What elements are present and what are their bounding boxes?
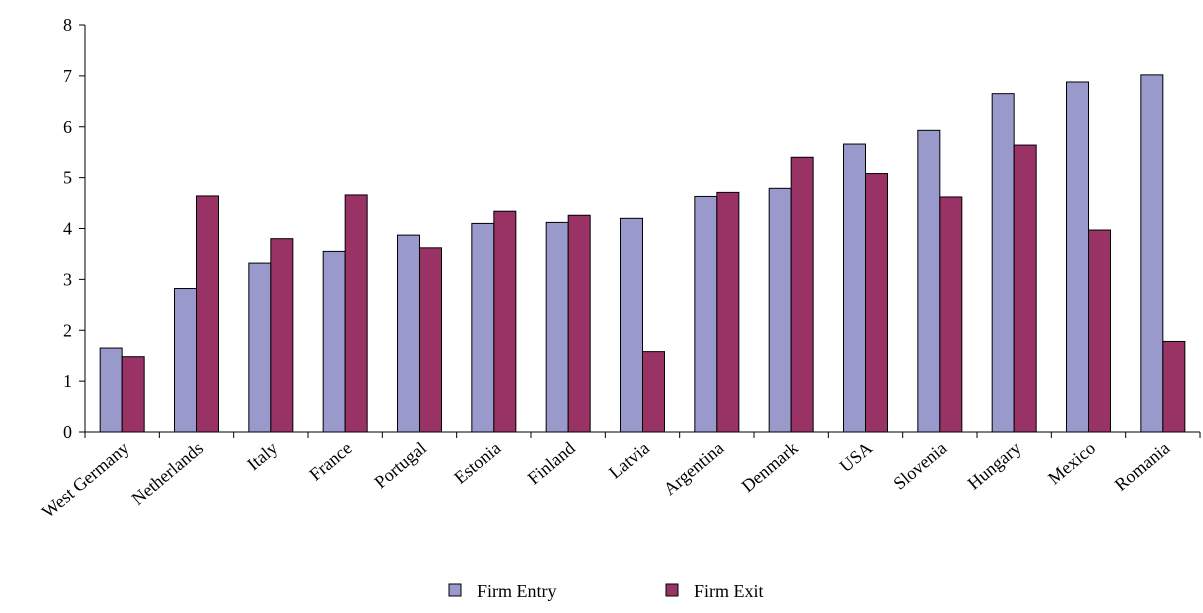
y-tick-label: 4 bbox=[63, 219, 72, 239]
bar-firm-exit-latvia bbox=[642, 351, 665, 433]
x-category-label: Portugal bbox=[370, 438, 430, 493]
bar-firm-entry-netherlands bbox=[174, 288, 197, 433]
x-category-label: West Germany bbox=[38, 438, 133, 522]
bar-firm-exit-portugal bbox=[419, 247, 442, 433]
bar-firm-entry-latvia bbox=[620, 217, 643, 433]
bar-firm-entry-finland bbox=[545, 221, 569, 433]
bar-firm-exit-usa bbox=[865, 173, 888, 433]
y-tick-label: 7 bbox=[63, 66, 72, 86]
legend-label: Firm Exit bbox=[694, 581, 764, 601]
x-category-label: Hungary bbox=[964, 438, 1025, 494]
x-category-label: Estonia bbox=[450, 438, 504, 488]
bar-firm-exit-denmark bbox=[790, 156, 814, 433]
x-category-label: Finland bbox=[524, 438, 579, 489]
legend-swatch bbox=[665, 583, 679, 597]
bar-firm-exit-netherlands bbox=[196, 195, 219, 433]
x-category-label: Italy bbox=[243, 438, 281, 475]
bar-firm-exit-estonia bbox=[493, 210, 517, 433]
x-category-label: Mexico bbox=[1044, 438, 1099, 489]
bar-firm-exit-france bbox=[344, 194, 368, 433]
legend-swatch bbox=[448, 583, 462, 597]
legend-label: Firm Entry bbox=[477, 581, 557, 601]
bar-firm-exit-italy bbox=[270, 238, 294, 433]
x-category-label: Denmark bbox=[738, 438, 802, 496]
x-category-label: USA bbox=[836, 438, 876, 476]
y-tick-label: 3 bbox=[63, 269, 72, 289]
x-category-label: France bbox=[305, 438, 355, 485]
bar-firm-entry-italy bbox=[248, 262, 272, 433]
bar-firm-exit-mexico bbox=[1088, 229, 1111, 433]
bar-firm-entry-west-germany bbox=[99, 347, 123, 433]
bar-firm-exit-romania bbox=[1162, 340, 1186, 433]
y-tick-label: 6 bbox=[63, 117, 72, 137]
x-category-label: Netherlands bbox=[128, 438, 207, 509]
bar-firm-exit-argentina bbox=[716, 191, 740, 433]
bar-firm-entry-argentina bbox=[694, 195, 718, 433]
bar-firm-exit-west-germany bbox=[121, 356, 145, 433]
bar-firm-entry-slovenia bbox=[917, 129, 941, 433]
y-tick-label: 5 bbox=[63, 168, 72, 188]
bar-firm-exit-hungary bbox=[1013, 144, 1037, 433]
bar-firm-exit-slovenia bbox=[939, 196, 963, 433]
bar-firm-entry-romania bbox=[1140, 74, 1164, 433]
bar-firm-entry-usa bbox=[843, 143, 866, 433]
x-category-label: Argentina bbox=[660, 438, 728, 499]
bar-firm-entry-mexico bbox=[1066, 81, 1089, 433]
y-tick-label: 8 bbox=[63, 15, 72, 35]
y-axis: 0 1 2 3 4 5 6 7 8 bbox=[63, 15, 86, 442]
bar-firm-exit-finland bbox=[567, 214, 591, 433]
x-category-label: Romania bbox=[1111, 438, 1174, 495]
y-tick-label: 0 bbox=[63, 422, 72, 442]
x-category-label: Slovenia bbox=[889, 438, 950, 494]
bar-firm-entry-portugal bbox=[397, 234, 420, 433]
y-tick-label: 1 bbox=[63, 371, 72, 391]
bar-firm-entry-hungary bbox=[991, 93, 1015, 433]
bars bbox=[99, 74, 1186, 433]
bar-firm-entry-denmark bbox=[768, 187, 792, 433]
bar-firm-entry-france bbox=[322, 250, 346, 433]
x-category-label: Latvia bbox=[605, 438, 653, 483]
bar-firm-entry-estonia bbox=[471, 222, 495, 433]
legend: Firm Entry Firm Exit bbox=[448, 581, 764, 601]
y-tick-label: 2 bbox=[63, 320, 72, 340]
